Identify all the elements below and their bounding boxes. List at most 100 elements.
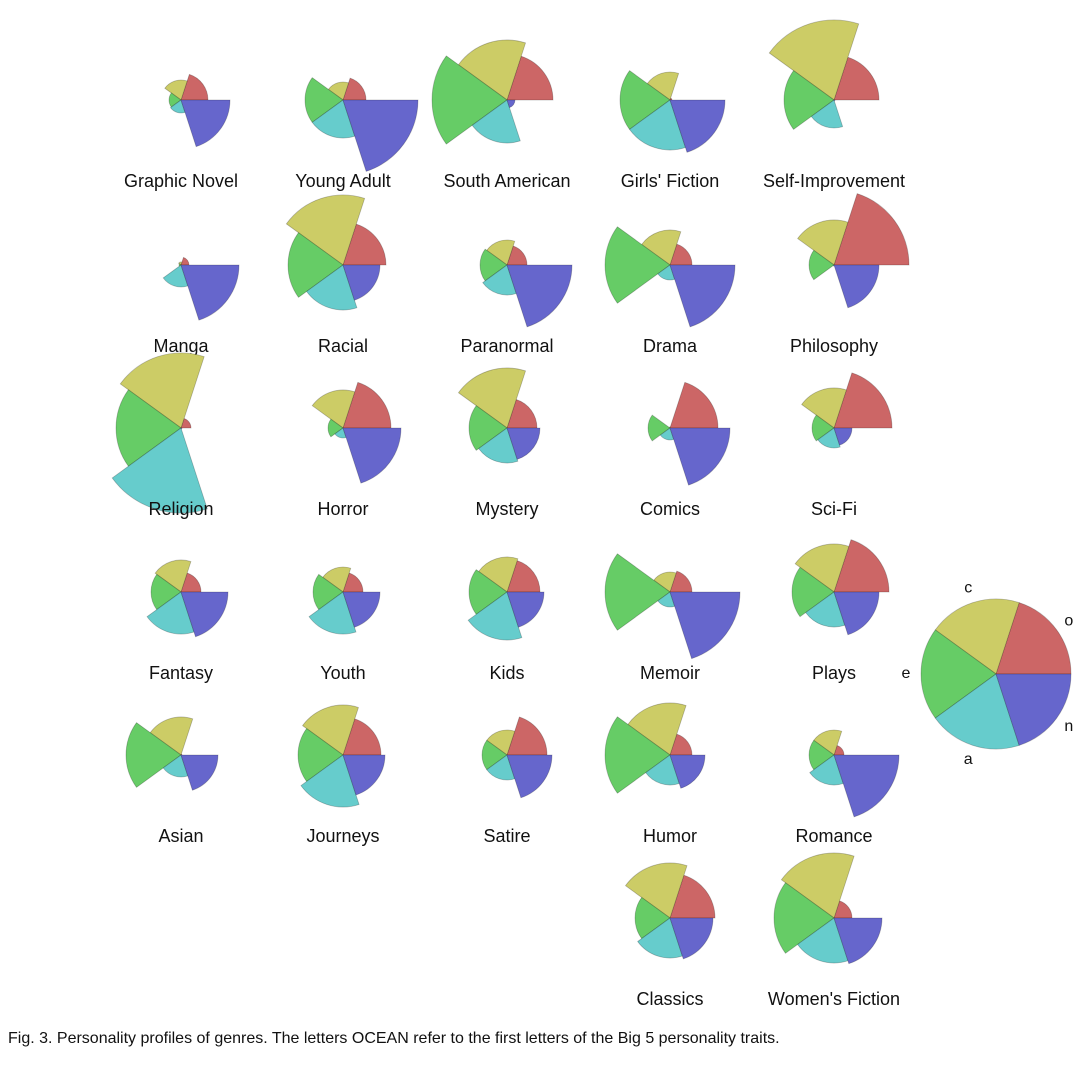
sector-o xyxy=(669,381,719,429)
rose-chart-girls-fiction xyxy=(619,70,726,153)
sector-o xyxy=(342,381,392,429)
sector-a xyxy=(659,427,675,441)
sector-e xyxy=(604,716,671,794)
sector-a xyxy=(300,754,360,808)
sector-c xyxy=(301,704,359,756)
sector-o xyxy=(180,572,202,593)
genre-label: Plays xyxy=(812,663,856,683)
sector-e xyxy=(168,92,182,108)
sector-n xyxy=(342,591,381,628)
sector-o xyxy=(180,73,209,101)
rose-chart-memoir xyxy=(604,553,741,660)
sector-a xyxy=(467,591,523,641)
genre-label: Sci-Fi xyxy=(811,499,857,519)
genre-label: Horror xyxy=(317,499,368,519)
sector-o xyxy=(833,539,890,593)
sector-c xyxy=(178,261,183,266)
sector-o xyxy=(833,900,853,919)
sector-e xyxy=(468,569,508,615)
sector-o xyxy=(995,602,1072,675)
sector-n xyxy=(342,427,402,484)
sector-o xyxy=(180,417,192,429)
genre-label: Graphic Novel xyxy=(124,171,238,191)
sector-n xyxy=(342,99,419,172)
sector-n xyxy=(506,591,545,628)
genre-label: Girls' Fiction xyxy=(621,171,719,191)
sector-a xyxy=(817,427,841,449)
genre-label: Youth xyxy=(320,663,365,683)
sector-n xyxy=(506,264,573,328)
figure-caption: Fig. 3. Personality profiles of genres. … xyxy=(8,1030,780,1047)
sector-a xyxy=(169,99,186,114)
sector-e xyxy=(920,629,997,719)
sector-a xyxy=(805,591,846,628)
sector-e xyxy=(808,739,835,771)
sector-a xyxy=(486,754,516,781)
legend-label-o: o xyxy=(1064,612,1073,629)
sector-e xyxy=(287,232,344,298)
sector-c xyxy=(486,729,516,756)
sector-n xyxy=(180,754,219,791)
sector-a xyxy=(471,99,521,144)
sector-n xyxy=(342,754,386,796)
sector-n xyxy=(506,99,516,109)
genre-label: Fantasy xyxy=(149,663,213,683)
rose-chart-mystery xyxy=(457,367,541,464)
sector-n xyxy=(833,264,880,309)
sector-n xyxy=(342,264,381,301)
sector-n xyxy=(180,427,183,430)
sector-n xyxy=(833,917,883,965)
sector-a xyxy=(637,917,683,959)
sector-c xyxy=(627,702,687,756)
sector-e xyxy=(791,566,835,618)
genre-label: Manga xyxy=(153,336,209,356)
rose-chart-legend xyxy=(920,598,1072,750)
sector-e xyxy=(327,418,344,438)
sector-e xyxy=(811,414,835,442)
sector-e xyxy=(808,249,835,281)
sector-e xyxy=(468,405,508,451)
sector-o xyxy=(669,874,716,919)
sector-e xyxy=(178,263,182,267)
sector-c xyxy=(457,39,527,101)
sector-c xyxy=(457,367,527,429)
rose-chart-youth xyxy=(308,566,381,635)
sector-o xyxy=(180,256,190,266)
rose-chart-asian xyxy=(125,716,219,791)
rose-chart-south-american xyxy=(431,39,554,145)
sector-c xyxy=(780,852,855,919)
sector-e xyxy=(647,414,671,442)
sector-c xyxy=(646,71,680,101)
sector-o xyxy=(669,733,693,756)
sector-n xyxy=(669,917,714,960)
rose-chart-young-adult xyxy=(304,77,419,172)
rose-chart-romance xyxy=(808,729,900,818)
rose-chart-satire xyxy=(481,716,553,799)
genre-label: Mystery xyxy=(476,499,539,519)
sector-o xyxy=(833,193,910,266)
rose-chart-plays xyxy=(791,539,890,636)
sector-o xyxy=(669,570,693,593)
sector-n xyxy=(833,427,853,446)
sector-a xyxy=(306,264,358,311)
genre-label: Journeys xyxy=(306,826,379,846)
sector-a xyxy=(797,917,849,964)
rose-chart-comics xyxy=(647,381,731,486)
sector-e xyxy=(125,722,182,788)
sector-a xyxy=(334,427,347,439)
sector-c xyxy=(813,729,843,756)
sector-a xyxy=(482,264,517,296)
sector-e xyxy=(481,739,508,771)
sector-a xyxy=(810,99,844,129)
sector-e xyxy=(431,55,508,145)
rose-chart-sci-fi xyxy=(801,372,893,449)
rose-chart-horror xyxy=(311,381,402,484)
sector-c xyxy=(311,389,356,429)
sector-o xyxy=(342,77,367,101)
sector-a xyxy=(628,99,686,151)
genre-label: Self-Improvement xyxy=(763,171,905,191)
sector-e xyxy=(304,77,344,123)
genre-label: Religion xyxy=(148,499,213,519)
rose-chart-fantasy xyxy=(146,559,229,638)
